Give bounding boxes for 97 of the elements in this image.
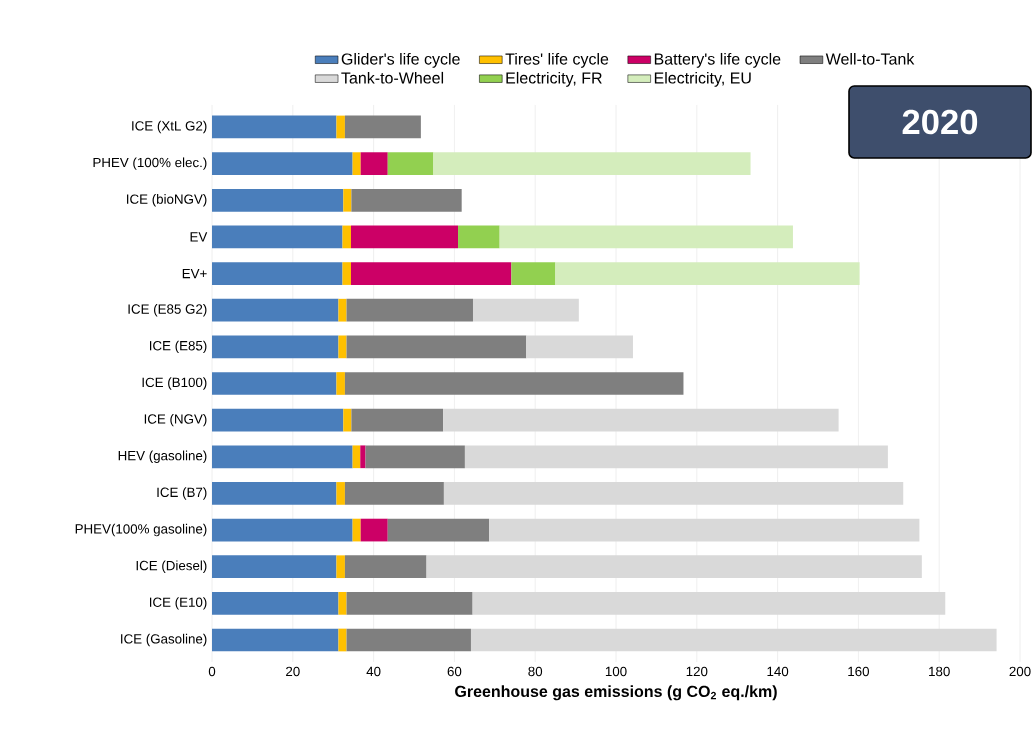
legend-label: Electricity, EU [654, 71, 751, 87]
bar [212, 335, 339, 359]
legend-label: Electricity, FR [506, 71, 602, 87]
y-tick-label: ICE (XtL G2) [132, 120, 207, 134]
bar [499, 225, 793, 249]
y-tick-label: ICE (NGV) [144, 413, 207, 427]
bar [350, 225, 459, 249]
y-tick-label: HEV (gasoline) [118, 450, 207, 463]
bar [555, 262, 860, 285]
bar [212, 518, 353, 542]
bar [212, 482, 337, 505]
bar [344, 482, 444, 505]
bar [387, 152, 434, 175]
x-tick-label: 160 [848, 666, 870, 677]
bar [470, 628, 997, 652]
bar [346, 335, 527, 359]
x-tick-label: 180 [929, 666, 950, 677]
bar [336, 115, 345, 139]
bar [336, 482, 345, 505]
bar [526, 335, 633, 359]
bar [489, 518, 920, 542]
y-tick-label: ICE (E10) [149, 597, 207, 610]
bar [433, 152, 751, 175]
y-tick-label: PHEV (100% elec.) [93, 157, 207, 170]
bar [212, 555, 337, 579]
legend-label: Well-to-Tank [825, 52, 915, 65]
bar [212, 225, 343, 249]
bar [387, 518, 490, 542]
bar [212, 592, 339, 615]
bar [352, 445, 361, 469]
bar [426, 555, 922, 579]
y-tick-label: ICE (E85 G2) [128, 303, 207, 317]
x-tick-label: 200 [1009, 666, 1031, 677]
bar [212, 262, 343, 285]
bar [338, 298, 347, 322]
bar [344, 115, 421, 139]
x-tick-label: 60 [447, 666, 462, 677]
bar [212, 445, 353, 469]
legend-label: Tank-to-Wheel [341, 71, 444, 84]
y-tick-label: ICE (B100) [142, 377, 207, 390]
bar [212, 115, 337, 139]
bar [472, 592, 946, 615]
bar [212, 628, 339, 652]
bar [351, 188, 462, 212]
bar [352, 518, 361, 542]
y-tick-label: ICE (bioNGV) [127, 194, 207, 207]
bar [338, 335, 347, 359]
bar [336, 372, 345, 395]
bar [344, 372, 684, 395]
x-tick-label: 100 [605, 666, 627, 677]
bar [212, 298, 339, 322]
bar [464, 445, 888, 469]
legend-label: Battery's life cycle [654, 52, 781, 68]
x-tick-label: 120 [686, 666, 708, 677]
bar [443, 408, 839, 432]
x-axis-title: Greenhouse gas emissions (g CO$_{2}$ eq./km) [455, 685, 777, 701]
x-tick-label: 80 [528, 666, 543, 677]
x-tick-label: 0 [208, 666, 216, 677]
y-tick-label: EV+ [182, 268, 207, 279]
bar [342, 225, 351, 249]
bar [511, 262, 556, 285]
bar [360, 518, 388, 542]
bar [443, 482, 904, 505]
bar [351, 408, 444, 432]
bar [338, 592, 347, 615]
bar [346, 628, 471, 652]
y-tick-label: ICE (Diesel) [136, 560, 207, 573]
y-tick-label: ICE (Gasoline) [121, 633, 207, 647]
bar [346, 592, 473, 615]
bar [343, 408, 352, 432]
bar [346, 298, 473, 322]
bar [352, 152, 361, 175]
bar [212, 372, 337, 395]
y-tick-label: PHEV(100% gasoline) [75, 523, 207, 537]
bar [458, 225, 500, 249]
bar [472, 298, 579, 322]
bar [212, 188, 344, 212]
bar [365, 445, 465, 469]
bar [360, 152, 388, 175]
x-tick-label: 20 [286, 666, 300, 677]
bar [360, 445, 366, 469]
bar [212, 152, 353, 175]
y-tick-label: ICE (E85) [149, 340, 207, 354]
bar [336, 555, 345, 579]
y-tick-label: ICE (B7) [157, 487, 207, 500]
bar [212, 408, 344, 432]
bar [342, 262, 351, 285]
legend-label: Tires' life cycle [505, 52, 609, 68]
bar [343, 188, 352, 212]
x-tick-label: 140 [767, 666, 789, 677]
bar [338, 628, 347, 652]
chart-title: 2020 [902, 109, 978, 135]
legend-label: Glider's life cycle [341, 52, 460, 68]
bar [350, 262, 512, 285]
y-tick-label: EV [190, 232, 208, 242]
x-tick-label: 40 [366, 666, 381, 677]
bar [344, 555, 427, 579]
